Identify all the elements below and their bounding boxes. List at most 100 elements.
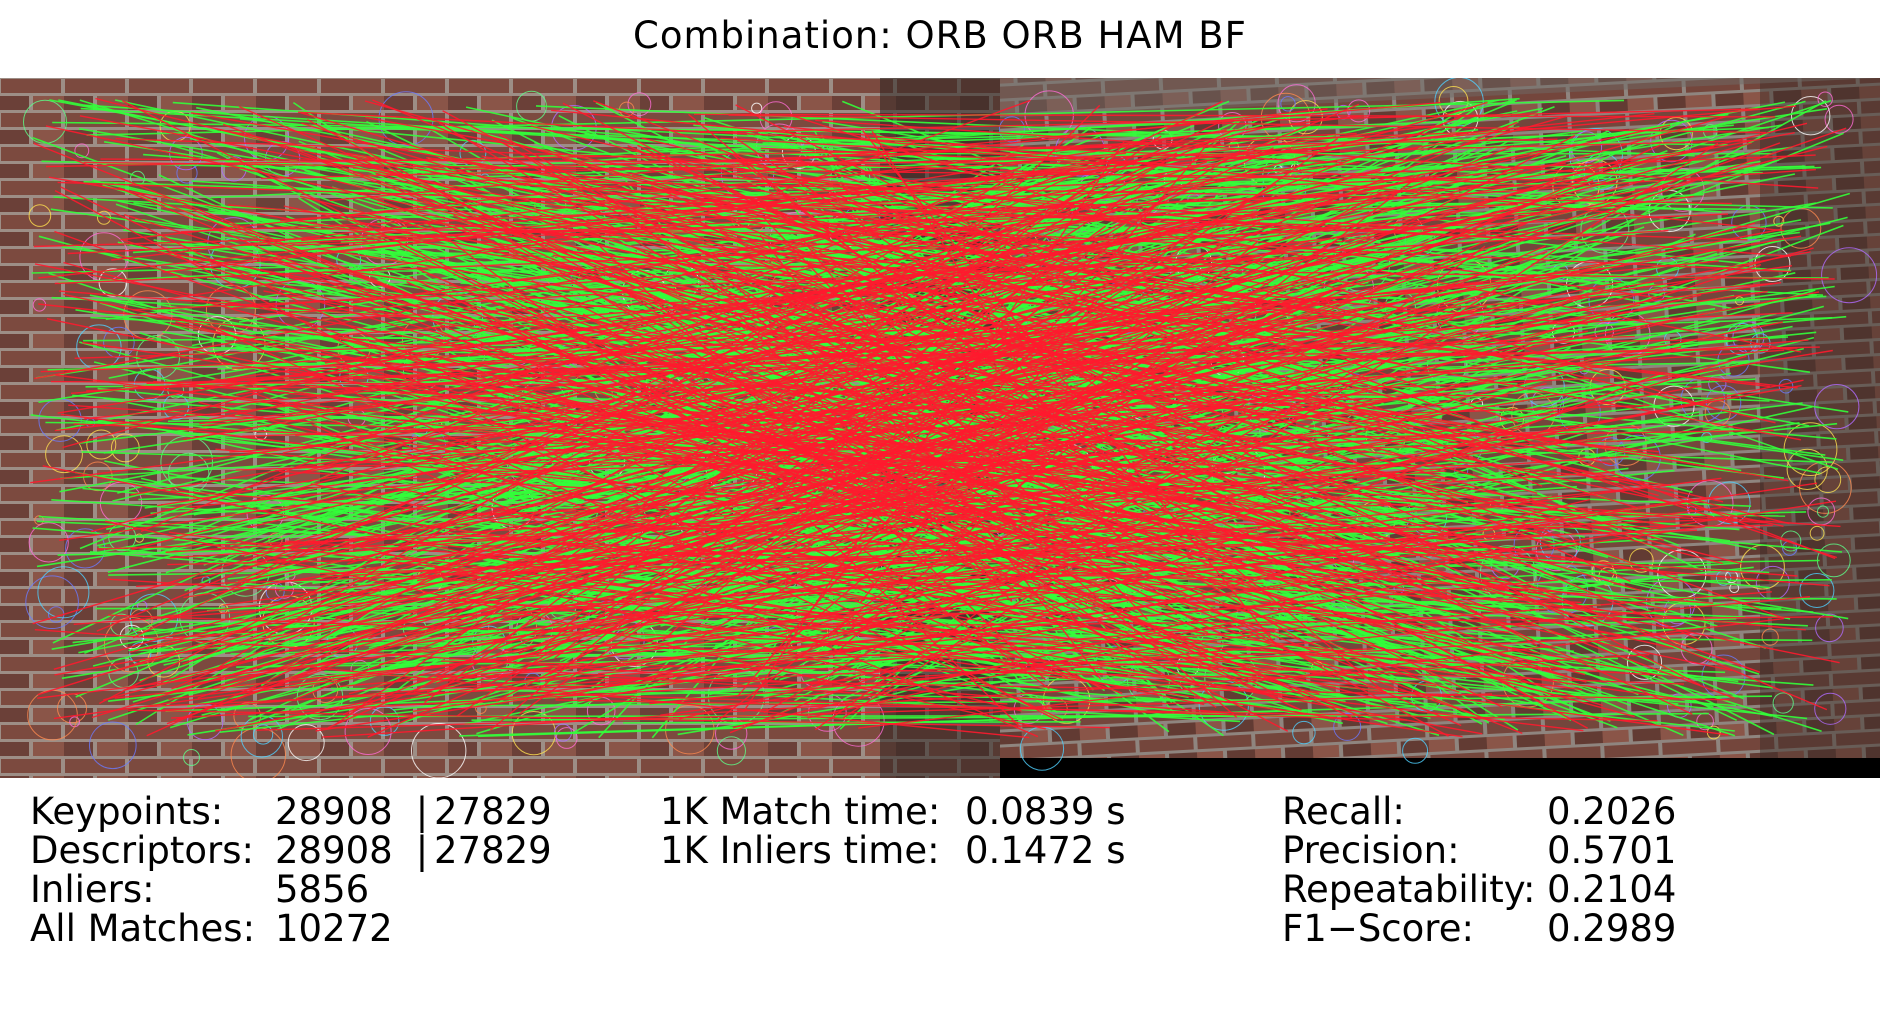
outlier-match-line bbox=[67, 181, 1607, 255]
keypoint-circle bbox=[1572, 159, 1618, 205]
keypoint-circle bbox=[1780, 530, 1802, 552]
outlier-match-line bbox=[827, 192, 1543, 487]
combination-title: Combination: ORB ORB HAM BF bbox=[633, 14, 1247, 57]
outlier-match-line bbox=[667, 228, 1781, 444]
outlier-match-line bbox=[700, 470, 1447, 528]
outlier-match-line bbox=[299, 195, 1723, 565]
outlier-match-line bbox=[57, 146, 1714, 414]
outlier-match-line bbox=[811, 247, 1538, 647]
repeatability-value: 0.2104 bbox=[1547, 868, 1677, 911]
inlier-match-line bbox=[58, 208, 1598, 284]
outlier-match-line bbox=[54, 189, 1057, 721]
outlier-match-line bbox=[167, 143, 1222, 300]
outlier-match-line bbox=[154, 620, 1309, 712]
keypoints-label: Keypoints: bbox=[30, 790, 224, 833]
separator: | bbox=[415, 829, 429, 872]
outlier-match-line bbox=[868, 139, 1464, 237]
outlier-match-line bbox=[162, 124, 1442, 273]
outlier-match-line bbox=[434, 408, 1172, 569]
outlier-match-line bbox=[172, 533, 1563, 639]
keypoint-circle bbox=[1772, 692, 1794, 714]
keypoint-circle bbox=[1402, 737, 1429, 764]
keypoint-circle bbox=[1824, 104, 1854, 134]
outlier-match-line bbox=[552, 254, 1016, 315]
outlier-match-line bbox=[480, 666, 1008, 705]
keypoint-circle bbox=[74, 143, 90, 159]
all-matches-value: 10272 bbox=[275, 907, 393, 950]
inlier-match-line bbox=[839, 211, 1792, 272]
keypoint-circle bbox=[1333, 712, 1362, 741]
outlier-match-line bbox=[627, 213, 1042, 545]
outlier-match-line bbox=[301, 155, 1260, 242]
outlier-match-line bbox=[90, 115, 1567, 533]
outlier-match-line bbox=[522, 147, 1274, 520]
outlier-match-line bbox=[783, 125, 1785, 232]
keypoint-circle bbox=[1280, 96, 1296, 112]
outlier-match-line bbox=[140, 166, 1021, 533]
outlier-match-line bbox=[787, 355, 1747, 653]
outlier-match-line bbox=[235, 439, 1141, 471]
outlier-match-line bbox=[55, 374, 1476, 563]
f1-score-value: 0.2989 bbox=[1547, 907, 1677, 950]
outlier-match-line bbox=[495, 134, 1576, 702]
keypoint-circle bbox=[28, 204, 52, 227]
outlier-match-line bbox=[312, 279, 1149, 397]
precision-row: Precision: 0.5701 bbox=[1282, 831, 1676, 870]
outlier-match-line bbox=[34, 149, 1293, 380]
keypoint-circle bbox=[344, 708, 392, 755]
keypoint-circle bbox=[1817, 91, 1833, 107]
outlier-match-line bbox=[295, 263, 1379, 700]
keypoint-circle bbox=[37, 566, 90, 619]
keypoint-circle bbox=[1626, 644, 1663, 680]
black-padding bbox=[1000, 758, 1880, 778]
outlier-match-line bbox=[352, 116, 1462, 549]
keypoint-circle bbox=[1260, 92, 1311, 143]
outlier-match-line bbox=[807, 576, 1437, 719]
outlier-match-line bbox=[229, 349, 1785, 453]
outlier-match-line bbox=[146, 335, 1635, 385]
outlier-match-line bbox=[133, 191, 1418, 677]
outlier-match-line bbox=[278, 470, 1551, 541]
outlier-match-line bbox=[623, 457, 1343, 514]
repeatability-row: Repeatability: 0.2104 bbox=[1282, 870, 1676, 909]
inlier-match-line bbox=[429, 283, 1182, 347]
outlier-match-line bbox=[399, 245, 1285, 699]
outlier-match-line bbox=[215, 566, 1069, 732]
outlier-match-line bbox=[329, 101, 1441, 202]
stats-metrics-column: Recall: 0.2026 Precision: 0.5701 Repeatabi… bbox=[1282, 792, 1676, 948]
keypoint-circle bbox=[1761, 628, 1779, 646]
inliers-label: Inliers: bbox=[30, 868, 155, 911]
outlier-match-line bbox=[146, 321, 1783, 650]
inliers-time-label: 1K Inliers time: bbox=[660, 829, 940, 872]
keypoint-circle bbox=[176, 162, 198, 184]
outlier-match-line bbox=[83, 161, 1588, 182]
outlier-match-line bbox=[798, 446, 1621, 615]
f1-score-row: F1−Score: 0.2989 bbox=[1282, 909, 1676, 948]
keypoint-circle bbox=[1569, 128, 1623, 182]
recall-label: Recall: bbox=[1282, 790, 1405, 833]
outlier-match-line bbox=[795, 158, 1519, 424]
keypoint-circle bbox=[715, 717, 748, 750]
keypoint-circle bbox=[1292, 720, 1316, 745]
keypoint-circle bbox=[1773, 215, 1785, 227]
outlier-match-line bbox=[349, 159, 1538, 494]
outlier-match-line bbox=[672, 225, 1107, 543]
outlier-match-line bbox=[208, 219, 1224, 421]
outlier-match-line bbox=[531, 321, 1362, 550]
keypoints-left-value: 28908 bbox=[275, 790, 393, 833]
outlier-match-line bbox=[100, 158, 1164, 165]
outlier-match-line bbox=[304, 384, 1303, 455]
precision-label: Precision: bbox=[1282, 829, 1460, 872]
outlier-match-line bbox=[759, 529, 1210, 587]
outlier-match-line bbox=[765, 207, 1838, 559]
outlier-match-line bbox=[42, 465, 1205, 706]
inliers-time-row: 1K Inliers time: 0.1472 s bbox=[660, 831, 1126, 870]
outlier-match-line bbox=[693, 113, 1776, 118]
outlier-match-line bbox=[270, 227, 1023, 236]
outlier-match-line bbox=[503, 509, 1244, 619]
keypoint-circle bbox=[23, 99, 67, 144]
keypoint-circle bbox=[25, 575, 79, 630]
outlier-match-line bbox=[74, 323, 1079, 359]
outlier-match-line bbox=[235, 169, 1524, 396]
outlier-match-line bbox=[260, 140, 1752, 180]
